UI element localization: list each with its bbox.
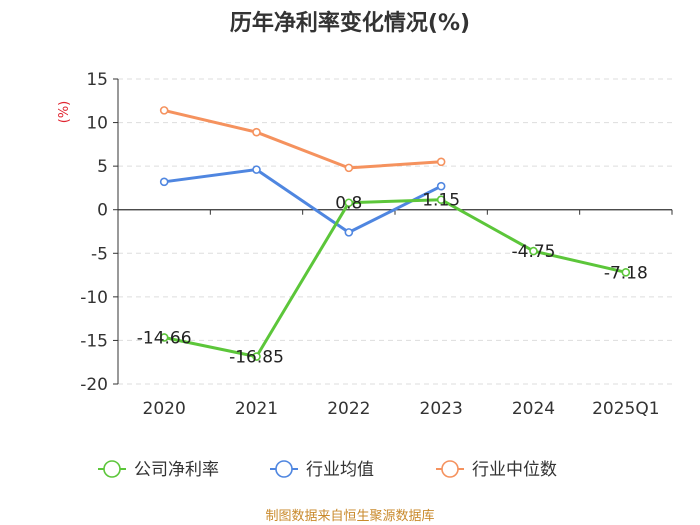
legend-label: 行业中位数 (472, 460, 557, 480)
series-0: -14.66 -16.85 0.8 1.15 -4.75 -7.18 (137, 191, 648, 368)
axes: 15 10 5 0 -5 -10 -15 -20 2020 2021 2022 2023 2024 202… (80, 70, 673, 419)
data-point[interactable] (252, 127, 261, 137)
y-tick-label: 0 (97, 201, 108, 221)
series-line (162, 168, 443, 234)
x-tick-label: 2024 (512, 399, 555, 419)
data-label: -14.66 (137, 328, 192, 348)
x-tick-label: 2020 (143, 399, 186, 419)
series-line (162, 198, 628, 359)
data-point[interactable] (529, 246, 538, 256)
grid-lines (118, 78, 672, 385)
series-layer: -14.66 -16.85 0.8 1.15 -4.75 -7.18 (137, 106, 648, 368)
y-tick-label: 10 (86, 114, 108, 134)
chart-title: 历年净利率变化情况(%) (230, 10, 470, 36)
source-note: 制图数据来自恒生聚源数据库 (265, 508, 434, 524)
y-tick-label: -15 (80, 331, 108, 351)
data-label: 0.8 (335, 194, 362, 214)
x-tick-label: 2025Q1 (592, 399, 659, 419)
legend-marker-icon (103, 460, 121, 478)
series-2 (159, 106, 446, 173)
legend-label: 行业均值 (306, 460, 374, 480)
data-label: -16.85 (229, 348, 284, 368)
data-point[interactable] (344, 163, 354, 173)
data-label: -4.75 (512, 242, 556, 262)
series-line (162, 108, 443, 170)
legend-marker-icon (275, 460, 293, 478)
y-tick-label: -10 (80, 288, 108, 308)
y-tick-label: -5 (91, 244, 108, 264)
data-point[interactable] (436, 181, 446, 191)
y-axis-unit: (%) (57, 101, 72, 124)
legend-item[interactable]: 行业中位数 (436, 460, 557, 480)
y-tick-label: -20 (80, 375, 108, 395)
data-point[interactable] (252, 352, 261, 361)
data-point[interactable] (344, 228, 354, 237)
data-point[interactable] (159, 177, 169, 187)
x-tick-label: 2022 (327, 399, 370, 419)
legend-label: 公司净利率 (134, 460, 219, 480)
legend[interactable]: 公司净利率 行业均值 行业中位数 (98, 460, 557, 480)
data-point[interactable] (436, 195, 446, 204)
y-tick-label: 5 (97, 157, 108, 177)
data-point[interactable] (621, 267, 631, 277)
series-1 (159, 165, 446, 237)
x-tick-label: 2023 (420, 399, 463, 419)
data-label: 1.15 (422, 191, 460, 211)
x-tick-label: 2021 (235, 399, 278, 419)
data-label: -7.18 (604, 263, 648, 283)
y-tick-label: 15 (86, 70, 108, 90)
data-point[interactable] (252, 165, 261, 174)
data-point[interactable] (344, 198, 354, 208)
data-point[interactable] (436, 157, 446, 167)
data-point[interactable] (159, 106, 169, 115)
data-point[interactable] (159, 333, 169, 342)
legend-item[interactable]: 行业均值 (270, 460, 374, 480)
legend-marker-icon (441, 460, 459, 478)
legend-item[interactable]: 公司净利率 (98, 460, 219, 480)
